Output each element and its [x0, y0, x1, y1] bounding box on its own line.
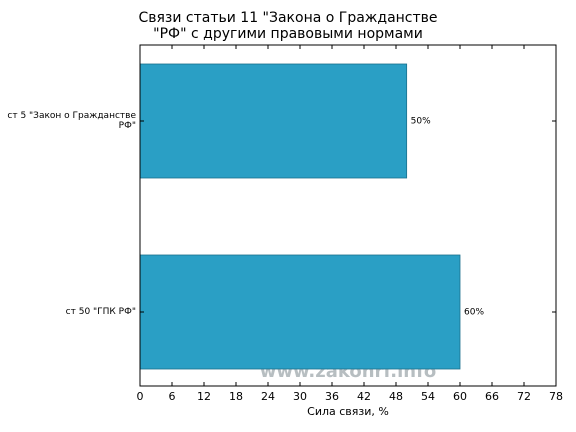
x-tick-label: 0 [137, 390, 144, 403]
x-tick-label: 36 [325, 390, 339, 403]
x-tick-label: 48 [389, 390, 403, 403]
x-tick-label: 12 [197, 390, 211, 403]
y-tick-label: ст 5 "Закон о Гражданстве РФ" [7, 110, 136, 131]
bar [139, 254, 461, 370]
value-label: 50% [411, 117, 431, 127]
x-tick-label: 42 [357, 390, 371, 403]
x-tick-label: 24 [261, 390, 275, 403]
x-tick-label: 66 [485, 390, 499, 403]
x-tick-label: 54 [421, 390, 435, 403]
x-axis-label: Сила связи, % [307, 405, 389, 418]
x-tick-label: 30 [293, 390, 307, 403]
y-tick-label: ст 50 "ГПК РФ" [65, 307, 136, 317]
x-tick-label: 60 [453, 390, 467, 403]
x-tick-label: 72 [517, 390, 531, 403]
x-tick-label: 18 [229, 390, 243, 403]
x-tick-label: 6 [169, 390, 176, 403]
plot-frame [139, 44, 557, 387]
bar [139, 63, 408, 179]
x-tick-label: 78 [549, 390, 563, 403]
chart-title: Связи статьи 11 "Закона о Гражданстве "Р… [138, 10, 438, 43]
value-label: 60% [464, 308, 484, 318]
